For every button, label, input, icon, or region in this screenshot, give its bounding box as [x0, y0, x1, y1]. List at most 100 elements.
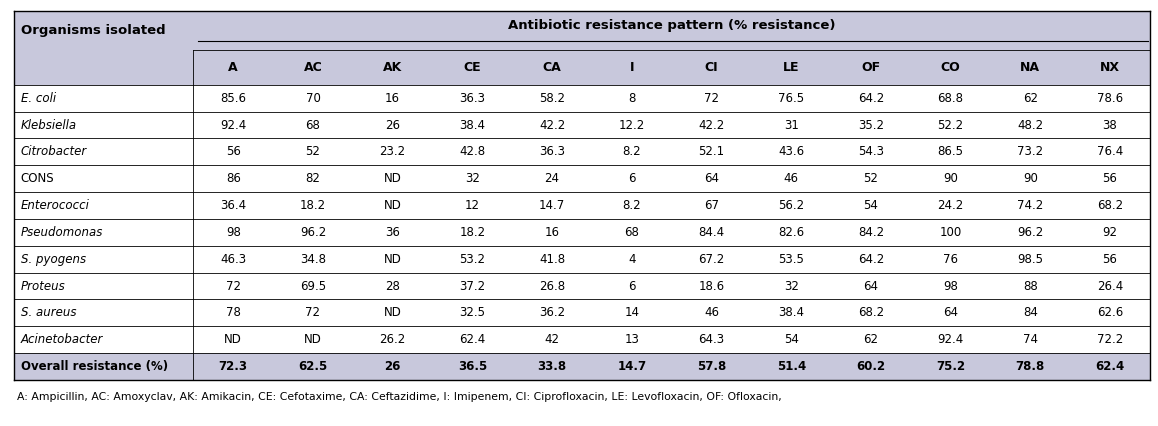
Text: 36.4: 36.4 — [220, 199, 247, 212]
Text: 76: 76 — [943, 253, 958, 266]
Text: 72.2: 72.2 — [1097, 333, 1123, 346]
Text: S. pyogens: S. pyogens — [21, 253, 86, 266]
Text: 52.1: 52.1 — [698, 145, 725, 158]
Text: 38.4: 38.4 — [460, 118, 485, 132]
Text: 13: 13 — [624, 333, 639, 346]
Text: NX: NX — [1100, 61, 1120, 74]
Text: 32: 32 — [784, 279, 799, 293]
Text: 64: 64 — [864, 279, 879, 293]
Text: 36: 36 — [386, 226, 401, 239]
Text: 8.2: 8.2 — [623, 145, 642, 158]
Text: 57.8: 57.8 — [697, 360, 726, 373]
Text: S. aureus: S. aureus — [21, 306, 76, 320]
Text: NA: NA — [1020, 61, 1040, 74]
Text: 98: 98 — [943, 279, 958, 293]
Text: 85.6: 85.6 — [220, 92, 247, 105]
Text: A: A — [228, 61, 239, 74]
Text: 72: 72 — [704, 92, 719, 105]
Text: 33.8: 33.8 — [537, 360, 566, 373]
Text: 73.2: 73.2 — [1017, 145, 1043, 158]
Text: 96.2: 96.2 — [1017, 226, 1043, 239]
Text: 26.4: 26.4 — [1097, 279, 1123, 293]
Text: CO: CO — [940, 61, 960, 74]
Text: 34.8: 34.8 — [300, 253, 325, 266]
Text: 8: 8 — [628, 92, 636, 105]
Text: 12.2: 12.2 — [618, 118, 645, 132]
Text: 54: 54 — [864, 199, 879, 212]
Text: Enterococci: Enterococci — [21, 199, 89, 212]
Text: 53.2: 53.2 — [460, 253, 485, 266]
Text: 18.2: 18.2 — [460, 226, 485, 239]
Text: CA: CA — [543, 61, 562, 74]
Text: 68: 68 — [624, 226, 639, 239]
Text: 64.2: 64.2 — [858, 253, 884, 266]
Text: 42: 42 — [544, 333, 559, 346]
Text: 32: 32 — [464, 172, 479, 185]
Text: CI: CI — [705, 61, 718, 74]
Text: AC: AC — [303, 61, 322, 74]
Text: 48.2: 48.2 — [1017, 118, 1043, 132]
Text: Klebsiella: Klebsiella — [21, 118, 76, 132]
Text: 58.2: 58.2 — [540, 92, 565, 105]
Text: 8.2: 8.2 — [623, 199, 642, 212]
Text: 4: 4 — [628, 253, 636, 266]
Text: 42.2: 42.2 — [538, 118, 565, 132]
Text: 14: 14 — [624, 306, 639, 320]
Text: 52: 52 — [864, 172, 879, 185]
Text: 98: 98 — [226, 226, 241, 239]
Text: 70: 70 — [306, 92, 321, 105]
Bar — [14, 246, 1150, 273]
Text: 64.3: 64.3 — [698, 333, 725, 346]
Text: 90: 90 — [1023, 172, 1038, 185]
Text: 46: 46 — [704, 306, 719, 320]
Text: I: I — [630, 61, 635, 74]
Text: 32.5: 32.5 — [460, 306, 485, 320]
Text: 16: 16 — [544, 226, 559, 239]
Text: 42.8: 42.8 — [460, 145, 485, 158]
Text: 37.2: 37.2 — [460, 279, 485, 293]
Text: 56: 56 — [226, 145, 241, 158]
Text: 42.2: 42.2 — [698, 118, 725, 132]
Text: 98.5: 98.5 — [1018, 253, 1043, 266]
Bar — [14, 192, 1150, 219]
Text: A: Ampicillin, AC: Amoxyclav, AK: Amikacin, CE: Cefotaxime, CA: Ceftazidime, I: : A: Ampicillin, AC: Amoxyclav, AK: Amikac… — [17, 392, 782, 402]
Text: 62: 62 — [864, 333, 879, 346]
Text: 38.4: 38.4 — [778, 306, 804, 320]
Text: 62.4: 62.4 — [1095, 360, 1124, 373]
Text: 24.2: 24.2 — [938, 199, 963, 212]
Text: 75.2: 75.2 — [936, 360, 965, 373]
Text: 68: 68 — [306, 118, 321, 132]
Text: 36.5: 36.5 — [457, 360, 488, 373]
Bar — [14, 50, 1150, 85]
Text: 26: 26 — [386, 118, 401, 132]
Bar — [14, 165, 1150, 192]
Text: 64: 64 — [943, 306, 958, 320]
Text: 69.5: 69.5 — [300, 279, 327, 293]
Text: 86: 86 — [226, 172, 241, 185]
Text: 26: 26 — [384, 360, 401, 373]
Text: Antibiotic resistance pattern (% resistance): Antibiotic resistance pattern (% resista… — [508, 20, 835, 32]
Text: 72.3: 72.3 — [219, 360, 248, 373]
Text: 36.3: 36.3 — [460, 92, 485, 105]
Text: 78.6: 78.6 — [1097, 92, 1123, 105]
Text: 72: 72 — [306, 306, 321, 320]
Text: 62.6: 62.6 — [1097, 306, 1123, 320]
Text: 23.2: 23.2 — [380, 145, 405, 158]
Text: 18.2: 18.2 — [300, 199, 327, 212]
Text: 16: 16 — [386, 92, 401, 105]
Bar — [14, 299, 1150, 326]
Text: 24: 24 — [544, 172, 559, 185]
Text: 35.2: 35.2 — [858, 118, 884, 132]
Text: ND: ND — [383, 253, 402, 266]
Text: 38: 38 — [1102, 118, 1117, 132]
Text: 82.6: 82.6 — [778, 226, 805, 239]
Text: 31: 31 — [784, 118, 799, 132]
Text: ND: ND — [225, 333, 242, 346]
Bar — [14, 85, 1150, 112]
Text: 26.2: 26.2 — [380, 333, 405, 346]
Text: 64.2: 64.2 — [858, 92, 884, 105]
Text: 74.2: 74.2 — [1017, 199, 1043, 212]
Text: 54.3: 54.3 — [858, 145, 884, 158]
Text: 12: 12 — [464, 199, 479, 212]
Text: 86.5: 86.5 — [938, 145, 963, 158]
